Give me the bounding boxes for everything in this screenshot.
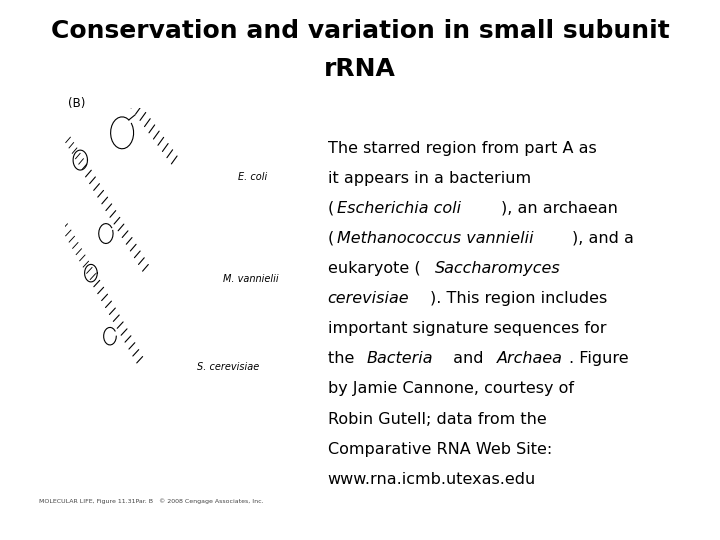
Text: Methanococcus vannielii: Methanococcus vannielii: [338, 231, 534, 246]
Text: (: (: [328, 201, 334, 216]
Text: Comparative RNA Web Site:: Comparative RNA Web Site:: [328, 442, 552, 457]
Text: Robin Gutell; data from the: Robin Gutell; data from the: [328, 411, 546, 427]
Text: ), and a: ), and a: [572, 231, 634, 246]
Text: by Jamie Cannone, courtesy of: by Jamie Cannone, courtesy of: [328, 381, 574, 396]
Text: ). This region includes: ). This region includes: [430, 291, 607, 306]
Text: Archaea: Archaea: [497, 352, 563, 366]
Text: and: and: [449, 352, 489, 366]
Text: Escherichia coli: Escherichia coli: [338, 201, 462, 216]
Text: E. coli: E. coli: [238, 172, 267, 182]
Text: Bacteria: Bacteria: [366, 352, 433, 366]
Text: (B): (B): [68, 97, 86, 110]
Text: eukaryote (: eukaryote (: [328, 261, 420, 276]
Text: . Figure: . Figure: [569, 352, 628, 366]
Text: rRNA: rRNA: [324, 57, 396, 80]
Text: ), an archaean: ), an archaean: [501, 201, 618, 216]
Text: (: (: [328, 231, 334, 246]
Text: www.rna.icmb.utexas.edu: www.rna.icmb.utexas.edu: [328, 472, 536, 487]
Text: the: the: [328, 352, 359, 366]
Text: important signature sequences for: important signature sequences for: [328, 321, 606, 336]
Text: The starred region from part A as: The starred region from part A as: [328, 140, 596, 156]
Text: cerevisiae: cerevisiae: [328, 291, 409, 306]
Text: M. vannielii: M. vannielii: [223, 274, 279, 284]
Text: Conservation and variation in small subunit: Conservation and variation in small subu…: [50, 19, 670, 43]
Text: MOLECULAR LIFE, Figure 11.31Par. B   © 2008 Cengage Associates, Inc.: MOLECULAR LIFE, Figure 11.31Par. B © 200…: [39, 498, 264, 504]
Text: Saccharomyces: Saccharomyces: [435, 261, 560, 276]
Text: it appears in a bacterium: it appears in a bacterium: [328, 171, 531, 186]
Text: S. cerevisiae: S. cerevisiae: [197, 362, 259, 372]
